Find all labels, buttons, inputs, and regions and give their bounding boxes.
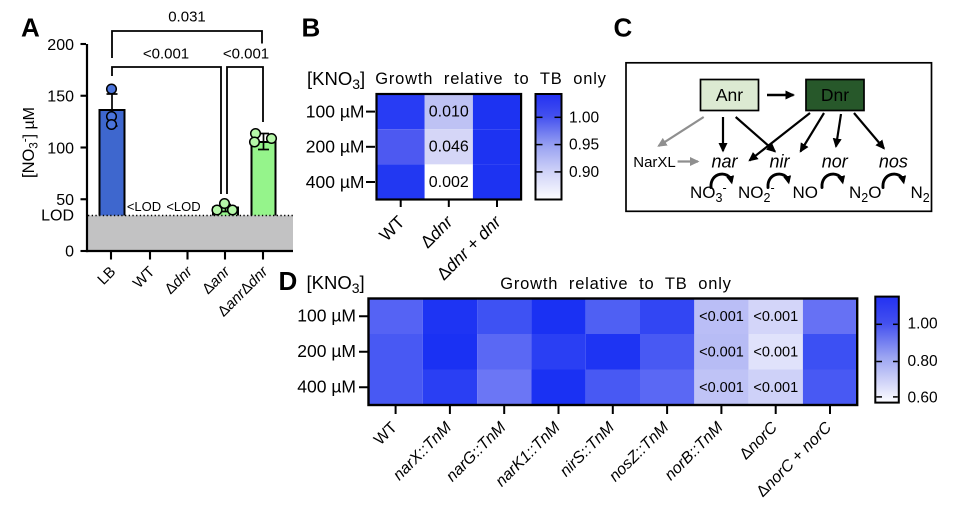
svg-text:WT: WT [371,419,401,449]
svg-text:WT: WT [130,263,159,292]
svg-text:<0.001: <0.001 [699,380,744,396]
svg-text:0.60: 0.60 [908,389,939,406]
svg-text:WT: WT [375,211,409,245]
svg-text:LB: LB [94,263,119,288]
svg-text:400 µM: 400 µM [306,172,365,192]
svg-text:Δdnr: Δdnr [416,211,457,252]
svg-text:1.00: 1.00 [569,109,600,126]
svg-text:<0.001: <0.001 [223,46,269,63]
svg-text:NarXL: NarXL [633,154,676,171]
svg-text:100 µM: 100 µM [306,101,365,121]
svg-text:<LOD: <LOD [166,199,200,214]
svg-text:100 µM: 100 µM [297,306,356,326]
svg-text:C: C [614,13,633,43]
svg-text:<0.001: <0.001 [753,309,798,325]
svg-text:50: 50 [56,192,74,209]
svg-text:0: 0 [65,244,74,261]
svg-text:Anr: Anr [716,85,743,105]
svg-text:200 µM: 200 µM [306,137,365,157]
svg-text:NO: NO [793,183,819,202]
svg-text:Δdnr: Δdnr [161,263,196,298]
svg-text:200 µM: 200 µM [297,341,356,361]
svg-text:nor: nor [822,152,849,172]
svg-text:nosZ::TnM: nosZ::TnM [606,419,673,486]
svg-text:0.031: 0.031 [168,9,206,26]
svg-text:A: A [21,13,40,43]
svg-text:150: 150 [47,89,74,106]
svg-text:200: 200 [47,37,74,54]
svg-text:N2O: N2O [849,183,881,205]
svg-text:<0.001: <0.001 [699,309,744,325]
svg-text:ΔnorC: ΔnorC [737,419,781,463]
svg-text:0.90: 0.90 [569,164,600,181]
svg-text:[KNO3]: [KNO3] [307,272,365,296]
svg-text:<0.001: <0.001 [753,380,798,396]
svg-text:[NO3-] µM: [NO3-] µM [20,107,41,178]
svg-text:LOD: LOD [41,207,74,224]
svg-text:Dnr: Dnr [821,85,849,105]
svg-text:norB::TnM: norB::TnM [662,419,727,484]
svg-text:D: D [279,266,298,296]
svg-text:1.00: 1.00 [908,316,939,333]
svg-text:nar: nar [711,152,738,172]
svg-text:<0.001: <0.001 [753,345,798,361]
svg-text:B: B [302,13,321,43]
svg-text:<LOD: <LOD [127,199,161,214]
svg-text:<0.001: <0.001 [143,46,189,63]
svg-text:0.010: 0.010 [429,104,469,121]
svg-text:0.80: 0.80 [908,353,939,370]
svg-text:NO3-: NO3- [690,181,727,205]
svg-text:Growth relative to TB only: Growth relative to TB only [375,70,606,88]
svg-text:100: 100 [47,140,74,157]
svg-text:nir: nir [769,152,790,172]
svg-text:<0.001: <0.001 [699,345,744,361]
svg-text:0.002: 0.002 [429,174,469,191]
svg-text:400 µM: 400 µM [297,377,356,397]
svg-text:nos: nos [879,152,908,172]
svg-text:0.95: 0.95 [569,137,599,154]
svg-text:N2: N2 [911,183,930,205]
svg-text:[KNO3]: [KNO3] [307,68,365,92]
svg-text:0.046: 0.046 [429,139,469,156]
svg-text:Growth relative to TB only: Growth relative to TB only [500,275,731,293]
